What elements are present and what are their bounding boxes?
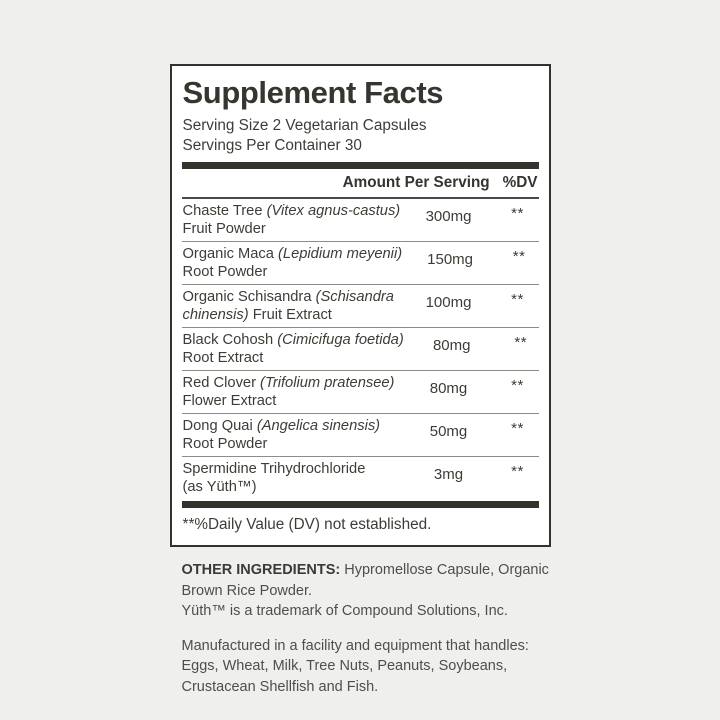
ingredient-name-line-2: Fruit Powder bbox=[182, 221, 266, 237]
dv-value: ** bbox=[514, 334, 528, 351]
other-ingredients-text: Hypromellose Capsule, Organic Brown Rice… bbox=[181, 562, 549, 619]
ingredient-name: Spermidine Trihydrochloride (as Yüth™) bbox=[183, 460, 401, 496]
ingredient-row: Chaste Tree (Vitex agnus-castus) Fruit P… bbox=[182, 199, 539, 241]
ingredient-name: Chaste Tree (Vitex agnus-castus) Fruit P… bbox=[183, 202, 401, 238]
dv-value: ** bbox=[511, 463, 524, 480]
amount-value: 300mg bbox=[425, 208, 472, 225]
ingredient-row: Spermidine Trihydrochloride (as Yüth™) 3… bbox=[181, 456, 539, 499]
ingredient-name-line-2: (as Yüth™) bbox=[182, 479, 257, 495]
ingredient-row: Organic Schisandra (Schisandra chinensis… bbox=[181, 284, 539, 327]
ingredient-name-line-1: Organic Schisandra (Schisandra bbox=[182, 289, 394, 305]
ingredient-name-line-1: Dong Quai (Angelica sinensis) bbox=[182, 418, 381, 434]
ingredient-name: Organic Maca (Lepidium meyenii) Root Pow… bbox=[183, 245, 403, 281]
label-stage: Supplement Facts Serving Size 2 Vegetari… bbox=[169, 0, 551, 697]
ingredient-row: Black Cohosh (Cimicifuga foetida) Root E… bbox=[181, 327, 539, 370]
ingredient-row: Organic Maca (Lepidium meyenii) Root Pow… bbox=[181, 241, 539, 284]
dv-header: %DV bbox=[502, 174, 538, 191]
dv-value: ** bbox=[511, 291, 524, 308]
ingredient-name-line-2: Root Powder bbox=[182, 436, 268, 452]
ingredient-name-line-2: Root Extract bbox=[182, 350, 264, 366]
amount-per-serving-header: Amount Per Serving bbox=[342, 174, 490, 191]
bottom-thick-divider bbox=[181, 501, 539, 508]
amount-value: 3mg bbox=[433, 466, 464, 483]
amount-value: 80mg bbox=[432, 337, 471, 354]
column-header-row: Amount Per Serving %DV bbox=[181, 169, 539, 199]
ingredient-name-line-1: Red Clover (Trifolium pratensee) bbox=[182, 375, 395, 391]
facts-rows: Chaste Tree (Vitex agnus-castus) Fruit P… bbox=[181, 199, 539, 499]
ingredient-name-line-1: Spermidine Trihydrochloride bbox=[182, 461, 366, 477]
panel-title: Supplement Facts bbox=[182, 75, 444, 110]
dv-value: ** bbox=[512, 248, 526, 265]
ingredient-name-line-2: chinensis) Fruit Extract bbox=[182, 307, 332, 323]
ingredient-name: Black Cohosh (Cimicifuga foetida) Root E… bbox=[183, 331, 404, 367]
ingredient-name-line-1: Chaste Tree (Vitex agnus-castus) bbox=[182, 203, 401, 219]
servings-per-container-line: Servings Per Container 30 bbox=[182, 137, 362, 154]
other-ingredients-paragraph: OTHER INGREDIENTS: Hypromellose Capsule,… bbox=[182, 560, 551, 622]
amount-value: 150mg bbox=[427, 251, 474, 268]
top-thick-divider bbox=[181, 162, 539, 169]
ingredient-name: Red Clover (Trifolium pratensee) Flower … bbox=[183, 374, 401, 410]
below-panel-text: OTHER INGREDIENTS: Hypromellose Capsule,… bbox=[170, 547, 551, 697]
serving-size-line: Serving Size 2 Vegetarian Capsules bbox=[182, 117, 427, 134]
ingredient-row: Dong Quai (Angelica sinensis) Root Powde… bbox=[181, 413, 539, 456]
supplement-facts-panel: Supplement Facts Serving Size 2 Vegetari… bbox=[169, 64, 551, 547]
amount-value: 80mg bbox=[429, 380, 468, 397]
dv-value: ** bbox=[511, 205, 524, 222]
ingredient-name: Dong Quai (Angelica sinensis) Root Powde… bbox=[183, 417, 401, 453]
allergen-paragraph: Manufactured in a facility and equipment… bbox=[181, 637, 529, 695]
dv-footnote: **%Daily Value (DV) not established. bbox=[182, 516, 432, 533]
amount-value: 100mg bbox=[425, 294, 472, 311]
ingredient-name-line-2: Root Powder bbox=[182, 264, 268, 280]
dv-value: ** bbox=[511, 377, 524, 394]
ingredient-name-line-1: Organic Maca (Lepidium meyenii) bbox=[182, 246, 403, 262]
ingredient-row: Red Clover (Trifolium pratensee) Flower … bbox=[181, 370, 539, 413]
ingredient-name-line-1: Black Cohosh (Cimicifuga foetida) bbox=[182, 332, 404, 348]
dv-value: ** bbox=[511, 420, 524, 437]
ingredient-name: Organic Schisandra (Schisandra chinensis… bbox=[183, 288, 401, 324]
other-ingredients-label: OTHER INGREDIENTS: bbox=[181, 562, 341, 578]
amount-value: 50mg bbox=[429, 423, 468, 440]
ingredient-name-line-2: Flower Extract bbox=[182, 393, 277, 409]
